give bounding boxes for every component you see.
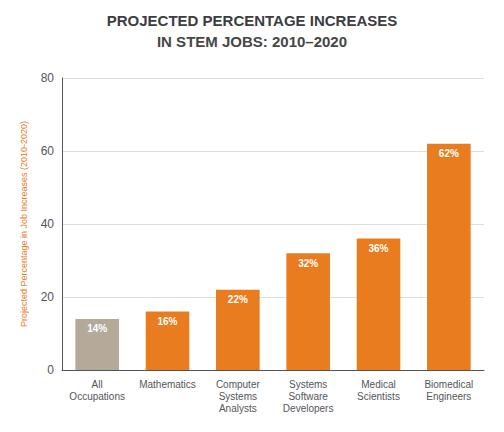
svg-text:16%: 16% — [157, 316, 177, 327]
svg-text:22%: 22% — [228, 294, 248, 305]
svg-text:Occupations: Occupations — [69, 391, 125, 402]
svg-text:Computer: Computer — [216, 379, 261, 390]
svg-text:Medical: Medical — [361, 379, 395, 390]
svg-text:Developers: Developers — [283, 403, 334, 414]
svg-text:36%: 36% — [368, 243, 388, 254]
svg-text:80: 80 — [41, 71, 55, 85]
svg-text:Software: Software — [288, 391, 328, 402]
svg-text:Engineers: Engineers — [426, 391, 471, 402]
svg-text:Biomedical: Biomedical — [424, 379, 473, 390]
svg-text:IN STEM JOBS: 2010–2020: IN STEM JOBS: 2010–2020 — [157, 33, 347, 50]
svg-text:20: 20 — [41, 290, 55, 304]
svg-text:14%: 14% — [87, 323, 107, 334]
svg-text:0: 0 — [47, 363, 54, 377]
svg-text:Projected Percentage in Job In: Projected Percentage in Job Increases (2… — [19, 121, 29, 327]
svg-text:PROJECTED PERCENTAGE INCREASES: PROJECTED PERCENTAGE INCREASES — [107, 12, 398, 29]
svg-text:Mathematics: Mathematics — [139, 379, 196, 390]
svg-text:Systems: Systems — [289, 379, 327, 390]
svg-text:60: 60 — [41, 144, 55, 158]
svg-text:All: All — [92, 379, 103, 390]
svg-text:32%: 32% — [298, 258, 318, 269]
svg-text:62%: 62% — [439, 148, 459, 159]
svg-text:Systems: Systems — [219, 391, 257, 402]
svg-text:Analysts: Analysts — [219, 403, 257, 414]
svg-text:40: 40 — [41, 217, 55, 231]
svg-text:Scientists: Scientists — [357, 391, 400, 402]
